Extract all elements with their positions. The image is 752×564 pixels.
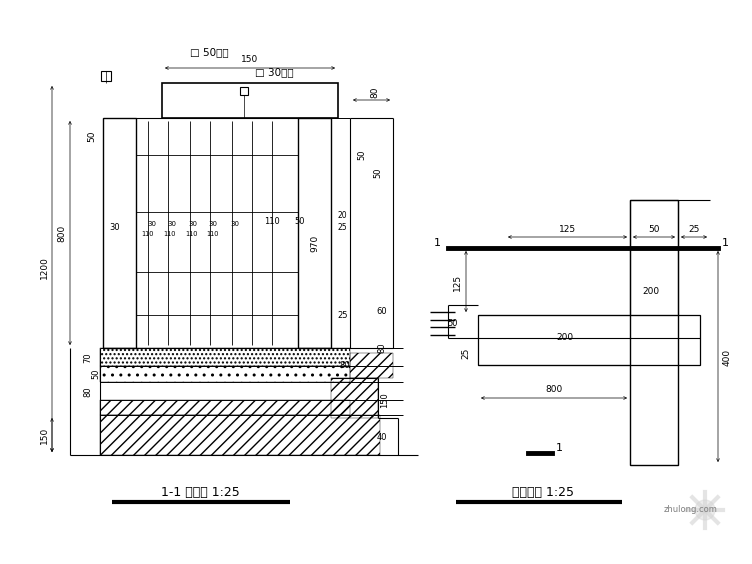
Text: 1: 1 bbox=[434, 238, 441, 248]
Bar bbox=[331, 378, 378, 418]
Text: 25: 25 bbox=[337, 223, 347, 231]
Bar bbox=[162, 83, 338, 118]
Bar bbox=[298, 118, 331, 348]
Text: 40: 40 bbox=[377, 433, 387, 442]
Text: 50: 50 bbox=[648, 224, 660, 233]
Bar bbox=[240, 87, 248, 95]
Bar bbox=[103, 118, 136, 348]
Text: 50: 50 bbox=[357, 150, 366, 160]
Text: 30: 30 bbox=[189, 221, 198, 227]
Text: 25: 25 bbox=[338, 311, 348, 319]
Text: 970: 970 bbox=[311, 235, 320, 252]
Text: 25: 25 bbox=[688, 224, 699, 233]
Text: zhulong.com: zhulong.com bbox=[664, 505, 718, 514]
Text: 110: 110 bbox=[141, 231, 154, 237]
Text: 150: 150 bbox=[40, 426, 48, 444]
Text: 110: 110 bbox=[264, 218, 280, 227]
Text: 110: 110 bbox=[186, 231, 199, 237]
Text: 800: 800 bbox=[57, 224, 66, 241]
Text: 露台栏杆 1:25: 露台栏杆 1:25 bbox=[512, 487, 574, 500]
Bar bbox=[101, 71, 111, 81]
Text: 80: 80 bbox=[83, 387, 92, 397]
Text: 30: 30 bbox=[110, 223, 120, 232]
Text: 1200: 1200 bbox=[40, 257, 48, 279]
Text: 50: 50 bbox=[87, 130, 96, 142]
Text: 30: 30 bbox=[231, 221, 239, 227]
Bar bbox=[100, 400, 350, 415]
Text: 110: 110 bbox=[164, 231, 176, 237]
Text: 80: 80 bbox=[340, 360, 350, 369]
Bar bbox=[100, 348, 350, 366]
Text: 80: 80 bbox=[371, 86, 380, 98]
Text: 200: 200 bbox=[642, 288, 660, 297]
Bar bbox=[350, 353, 393, 378]
Bar bbox=[100, 366, 350, 382]
Text: 50: 50 bbox=[295, 218, 305, 227]
Bar bbox=[630, 200, 678, 465]
Circle shape bbox=[695, 500, 715, 520]
Text: 80: 80 bbox=[378, 343, 387, 353]
Text: 1: 1 bbox=[556, 443, 563, 453]
Text: 800: 800 bbox=[545, 386, 562, 394]
Text: 25: 25 bbox=[462, 347, 471, 359]
Text: 50: 50 bbox=[447, 319, 458, 328]
Text: 30: 30 bbox=[208, 221, 217, 227]
Text: 400: 400 bbox=[723, 349, 732, 365]
Text: 70: 70 bbox=[83, 352, 92, 363]
Text: 200: 200 bbox=[556, 333, 574, 342]
Text: 20: 20 bbox=[337, 210, 347, 219]
Text: 150: 150 bbox=[241, 55, 259, 64]
Text: □ 50钓管: □ 50钓管 bbox=[190, 47, 229, 57]
Bar bbox=[100, 415, 380, 455]
Text: 30: 30 bbox=[168, 221, 177, 227]
Text: 150: 150 bbox=[381, 392, 390, 408]
Text: 50: 50 bbox=[92, 369, 101, 379]
Text: 60: 60 bbox=[377, 307, 387, 316]
Text: □ 30钓管: □ 30钓管 bbox=[255, 67, 293, 77]
Text: 125: 125 bbox=[453, 274, 462, 290]
Text: 30: 30 bbox=[147, 221, 156, 227]
Text: 1: 1 bbox=[722, 238, 729, 248]
Text: 50: 50 bbox=[374, 168, 383, 178]
Text: 125: 125 bbox=[559, 224, 577, 233]
Text: 110: 110 bbox=[207, 231, 220, 237]
Text: 1-1 剖面图 1:25: 1-1 剖面图 1:25 bbox=[161, 487, 239, 500]
Bar bbox=[478, 315, 700, 365]
Bar bbox=[630, 200, 678, 315]
